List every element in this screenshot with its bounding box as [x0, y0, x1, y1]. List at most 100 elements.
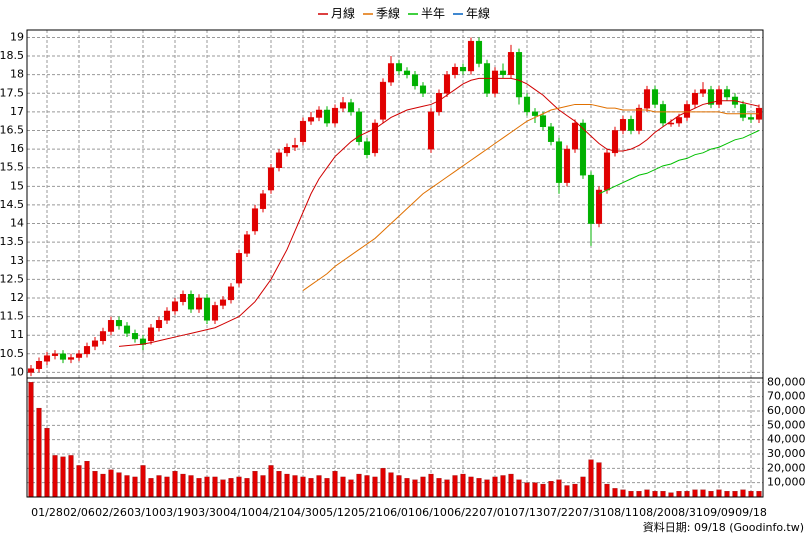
volume-bar [212, 476, 218, 498]
y2-tick-label: 20,000 [767, 461, 806, 474]
volume-bar [244, 478, 250, 498]
y-tick-label: 11.5 [0, 310, 24, 323]
candle-body [315, 109, 323, 118]
volume-bar [68, 455, 74, 498]
volume-bar [612, 488, 618, 498]
volume-bar [132, 476, 138, 498]
x-tick-label: 07/31 [575, 506, 607, 519]
x-tick-label: 01/28 [31, 506, 63, 519]
x-tick-label: 09/09 [703, 506, 735, 519]
volume-bar [340, 476, 346, 498]
volume-bar [636, 491, 642, 498]
y-tick-label: 12.5 [0, 272, 24, 285]
candle-body [739, 104, 747, 118]
grid-layer [27, 30, 763, 497]
volume-bar [652, 491, 658, 498]
candle-body [531, 111, 539, 116]
candle-body [75, 353, 83, 358]
volume-bar [380, 468, 386, 498]
legend-label: 季線 [376, 6, 400, 21]
candle-body [283, 146, 291, 154]
x-tick-label: 05/21 [351, 506, 383, 519]
volume-bar [532, 482, 538, 498]
candle-body [659, 104, 667, 124]
y2-tick-label: 70,000 [767, 390, 806, 403]
candle-body [523, 96, 531, 113]
volume-bar [100, 473, 106, 498]
volume-bar [356, 473, 362, 498]
volume-bar [708, 491, 714, 498]
candle-body [539, 115, 547, 128]
volume-bar [452, 475, 458, 498]
x-tick-label: 02/26 [95, 506, 127, 519]
ma-line [302, 103, 759, 291]
candle-body [563, 148, 571, 183]
candle-body [451, 66, 459, 75]
volume-bar [308, 478, 314, 498]
volume-bar [28, 382, 34, 498]
volume-bar [644, 489, 650, 498]
volume-bar [724, 491, 730, 498]
candle-body [619, 119, 627, 131]
volume-bar [76, 465, 82, 498]
candle-body [107, 320, 115, 332]
x-tick-label: 07/22 [543, 506, 575, 519]
volume-bar [572, 483, 578, 498]
y2-tick-label: 40,000 [767, 433, 806, 446]
candle-body [211, 305, 219, 321]
candle-body [715, 89, 723, 105]
volume-bar [276, 471, 282, 498]
legend-label: 年線 [466, 6, 490, 21]
volume-bar [468, 476, 474, 498]
y-tick-label: 18.5 [0, 49, 24, 62]
volume-bar [156, 475, 162, 498]
volume-bar [540, 483, 546, 498]
volume-bar [436, 478, 442, 498]
ma-line [598, 130, 760, 195]
candle-body [59, 353, 67, 360]
candle-body [187, 294, 195, 310]
volume-bar [524, 482, 530, 498]
volume-bar [284, 473, 290, 498]
candle-body [571, 122, 579, 150]
y-tick-label: 17.5 [0, 86, 24, 99]
y-tick-label: 12 [10, 291, 24, 304]
candle-body [339, 102, 347, 109]
volume-bar [580, 476, 586, 498]
y-tick-label: 15.5 [0, 161, 24, 174]
y-tick-label: 19 [10, 30, 24, 43]
candle-body [67, 357, 75, 360]
y-tick-label: 10.5 [0, 347, 24, 360]
candle-body [43, 355, 51, 362]
candle-body [275, 152, 283, 168]
volume-bar [428, 473, 434, 498]
candle-body [267, 167, 275, 191]
volume-bar [676, 491, 682, 498]
x-tick-label: 06/22 [447, 506, 479, 519]
volume-bar [732, 491, 738, 498]
x-tick-label: 02/06 [63, 506, 95, 519]
volume-bar [628, 491, 634, 498]
x-tick-label: 05/12 [319, 506, 351, 519]
x-tick-label: 03/10 [127, 506, 159, 519]
candle-body [115, 320, 123, 327]
volume-bar [404, 478, 410, 498]
candle-body [331, 107, 339, 124]
volume-bar [316, 475, 322, 498]
volume-bar [692, 489, 698, 498]
candle-body [403, 70, 411, 75]
candle-body [467, 40, 475, 72]
volume-bar [228, 478, 234, 498]
candle-body [195, 297, 203, 310]
candle-body [203, 297, 211, 321]
y-tick-label: 13 [10, 254, 24, 267]
candle-body [91, 340, 99, 347]
candle-body [387, 63, 395, 83]
y-tick-label: 16.5 [0, 123, 24, 136]
y-tick-label: 11 [10, 328, 24, 341]
volume-bar [124, 475, 130, 498]
candle-body [27, 368, 35, 373]
volume-bar [116, 472, 122, 498]
